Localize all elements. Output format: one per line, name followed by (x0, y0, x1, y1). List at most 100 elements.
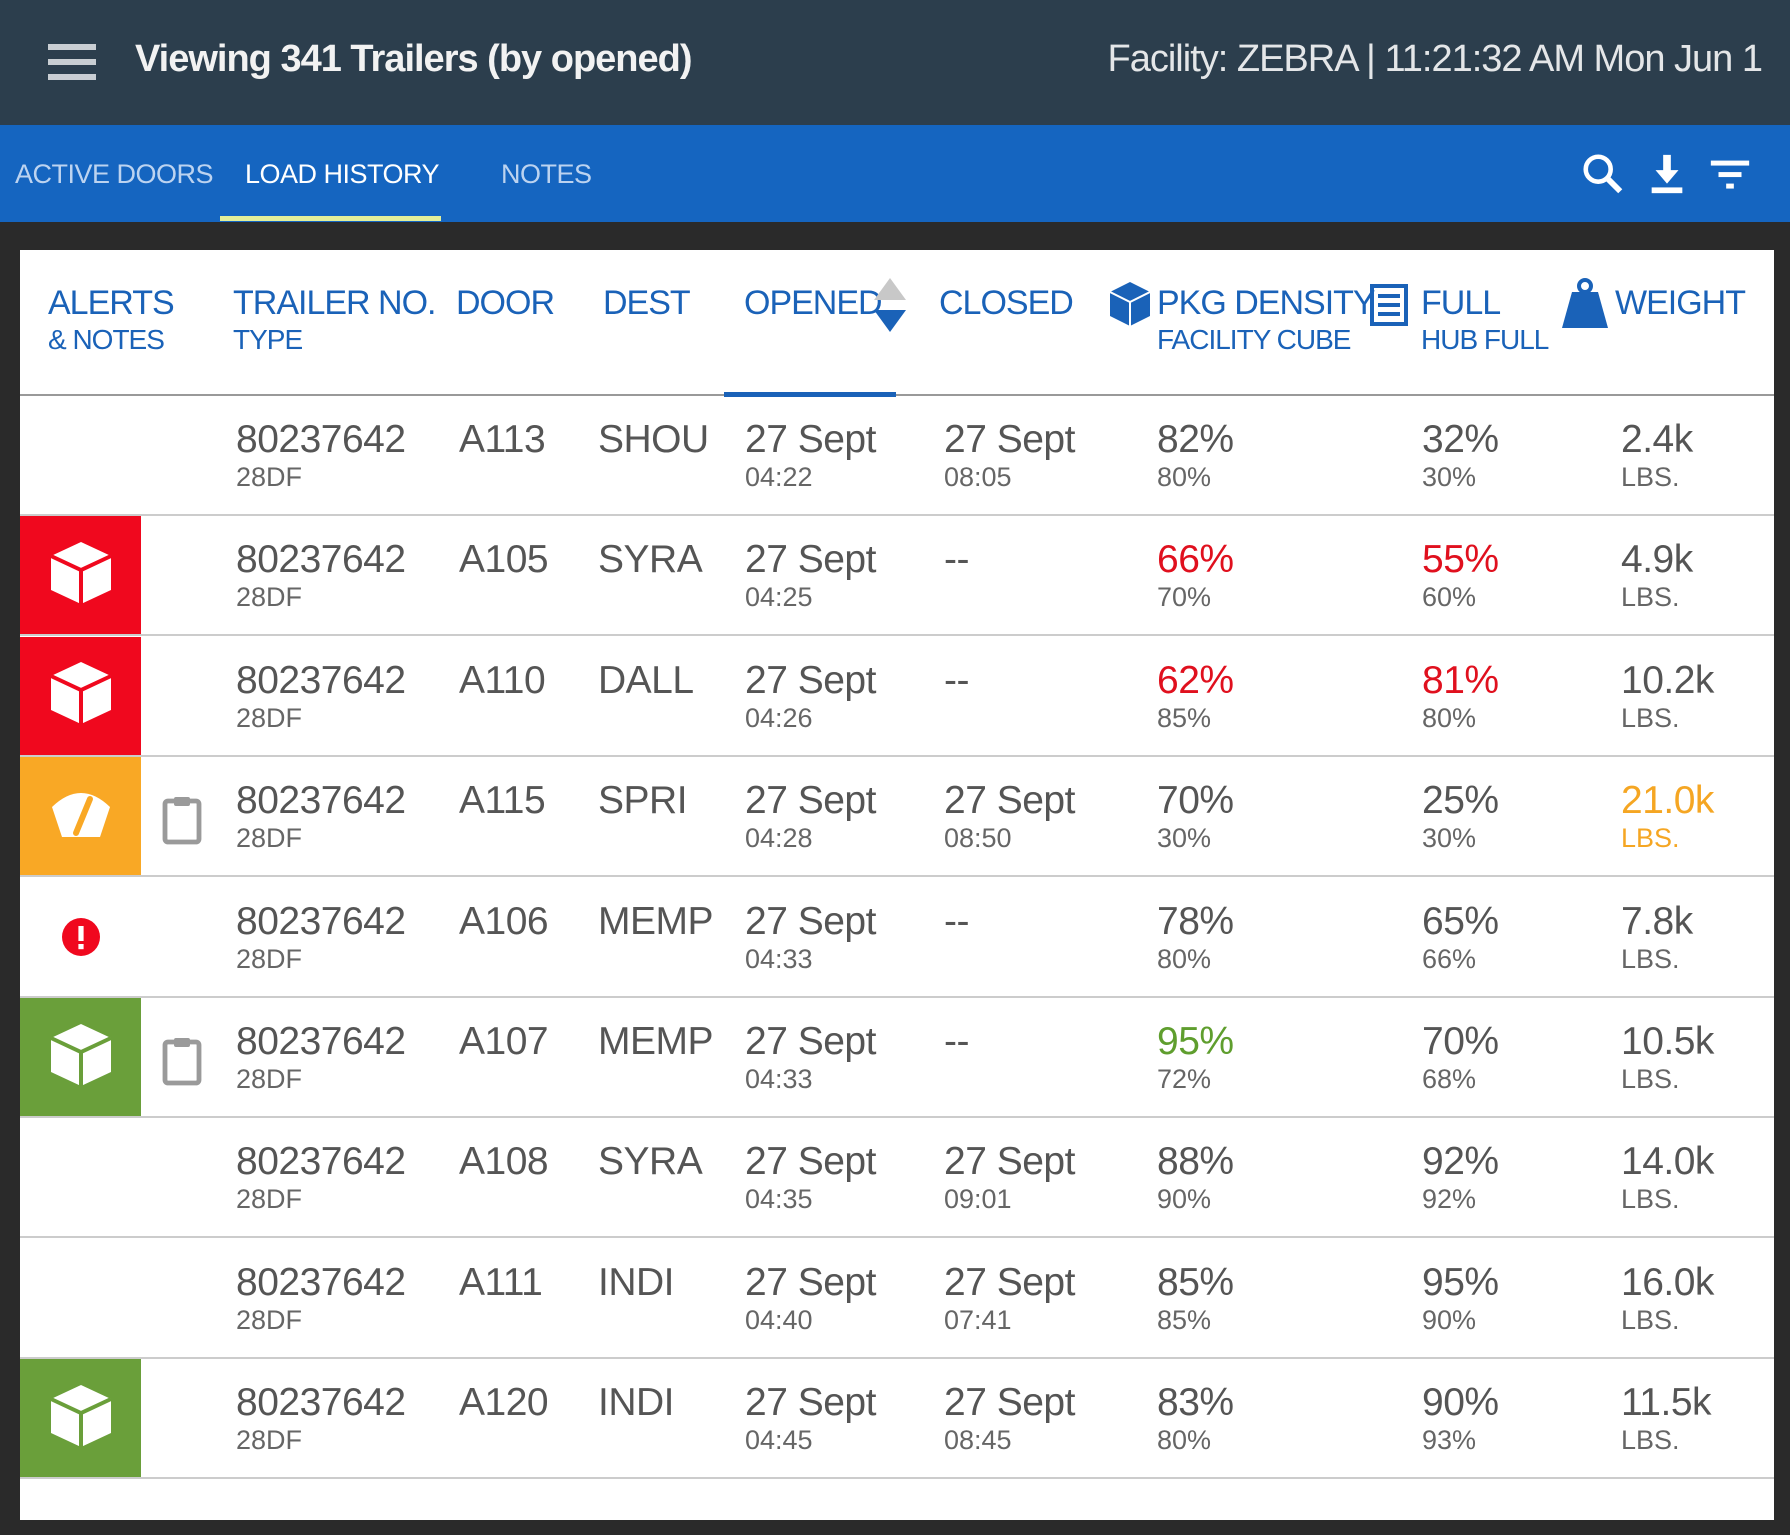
table-row[interactable]: 80237642 28DF A110 DALL 27 Sept 04:26 --… (20, 636, 1774, 757)
full: 92% (1422, 1140, 1499, 1184)
col-trailer[interactable]: TRAILER NO. (233, 284, 436, 322)
col-door[interactable]: DOOR (456, 284, 555, 322)
weight-unit: LBS. (1621, 1184, 1680, 1215)
trailer-number: 80237642 (236, 899, 406, 943)
closed-date: 27 Sept (944, 1260, 1075, 1304)
full: 55% (1422, 538, 1499, 582)
opened-time: 04:45 (745, 1425, 813, 1456)
col-alerts[interactable]: ALERTS (48, 284, 175, 322)
closed-date: -- (944, 658, 969, 702)
col-dest[interactable]: DEST (603, 284, 691, 322)
tab-notes[interactable]: NOTES (501, 159, 592, 189)
filter-icon[interactable] (1707, 151, 1753, 197)
door: A108 (459, 1140, 549, 1184)
closed-date: 27 Sept (944, 779, 1075, 823)
hub-full: 66% (1422, 943, 1477, 974)
sort-descending-icon[interactable] (872, 278, 908, 332)
weight-unit: LBS. (1621, 582, 1680, 613)
trailer-type: 28DF (236, 582, 303, 613)
weight-unit: LBS. (1621, 1064, 1680, 1094)
table-row[interactable]: 80237642 28DF A107 MEMP 27 Sept 04:33 --… (20, 998, 1774, 1118)
opened-date: 27 Sept (745, 1260, 876, 1304)
trailer-type: 28DF (236, 702, 303, 733)
destination: INDI (598, 1260, 675, 1304)
hub-full: 68% (1422, 1064, 1477, 1094)
closed-date: -- (944, 899, 969, 943)
good-density-alert[interactable] (20, 998, 141, 1116)
trailer-number: 80237642 (236, 1260, 406, 1304)
exclamation-icon (61, 917, 100, 956)
trailer-type: 28DF (236, 1425, 303, 1456)
opened-date: 27 Sept (745, 1381, 876, 1425)
pkg-density: 85% (1157, 1260, 1234, 1304)
table-row[interactable]: 80237642 28DF A113 SHOU 27 Sept 04:22 27… (20, 396, 1774, 516)
opened-date: 27 Sept (745, 1020, 876, 1063)
weight: 11.5k (1621, 1381, 1712, 1425)
opened-time: 04:22 (745, 462, 813, 492)
facility-cube: 80% (1157, 943, 1212, 974)
destination: SYRA (598, 538, 703, 582)
col-weight[interactable]: WEIGHT (1615, 284, 1746, 322)
tab-active-doors[interactable]: ACTIVE DOORS (15, 159, 214, 189)
opened-time: 04:26 (745, 702, 813, 733)
weight: 7.8k (1621, 899, 1693, 943)
weight: 10.2k (1621, 658, 1714, 702)
table-row[interactable]: 80237642 28DF A105 SYRA 27 Sept 04:25 --… (20, 516, 1774, 637)
hub-full: 30% (1422, 462, 1477, 492)
door: A120 (459, 1381, 549, 1425)
table-header: ALERTS & NOTES TRAILER NO. TYPE DOOR DES… (20, 250, 1774, 397)
pkg-density: 70% (1157, 779, 1234, 823)
door: A113 (459, 418, 546, 461)
weight-unit: LBS. (1621, 823, 1680, 854)
weight-unit: LBS. (1621, 943, 1680, 974)
opened-time: 04:28 (745, 823, 813, 854)
overweight-alert[interactable] (20, 757, 141, 876)
hub-full: 60% (1422, 582, 1477, 613)
page-title: Viewing 341 Trailers (by opened) (135, 38, 692, 80)
hamburger-menu-icon[interactable] (48, 44, 96, 80)
pkg-density: 95% (1157, 1020, 1234, 1063)
destination: DALL (598, 658, 694, 702)
table-row[interactable]: 80237642 28DF A108 SYRA 27 Sept 04:35 27… (20, 1118, 1774, 1239)
destination: SYRA (598, 1140, 703, 1184)
trailer-type: 28DF (236, 943, 303, 974)
weight: 14.0k (1621, 1140, 1714, 1184)
clipboard-note-icon[interactable] (162, 793, 202, 845)
table-row[interactable]: 80237642 28DF A120 INDI 27 Sept 04:45 27… (20, 1359, 1774, 1480)
opened-date: 27 Sept (745, 1140, 876, 1184)
trailer-type: 28DF (236, 1064, 303, 1094)
warning-alert[interactable] (20, 878, 141, 996)
trailer-type: 28DF (236, 1304, 303, 1335)
weight-unit: LBS. (1621, 1304, 1680, 1335)
full: 81% (1422, 658, 1499, 702)
facility-cube: 30% (1157, 823, 1212, 854)
opened-date: 27 Sept (745, 418, 876, 461)
table-row[interactable]: 80237642 28DF A106 MEMP 27 Sept 04:33 --… (20, 878, 1774, 998)
destination: SHOU (598, 418, 709, 461)
trailer-number: 80237642 (236, 1020, 406, 1063)
table-row[interactable]: 80237642 28DF A111 INDI 27 Sept 04:40 27… (20, 1239, 1774, 1359)
opened-date: 27 Sept (745, 658, 876, 702)
door: A111 (459, 1260, 543, 1304)
closed-date: 27 Sept (944, 1140, 1075, 1184)
col-full[interactable]: FULL (1421, 284, 1501, 322)
tab-load-history[interactable]: LOAD HISTORY (245, 159, 440, 189)
low-density-alert[interactable] (20, 636, 141, 755)
clipboard-note-icon[interactable] (162, 1034, 202, 1086)
tab-bar: ACTIVE DOORS LOAD HISTORY NOTES (0, 125, 1790, 222)
weight-unit: LBS. (1621, 1425, 1680, 1456)
table-row[interactable]: 80237642 28DF A115 SPRI 27 Sept 04:28 27… (20, 757, 1774, 878)
search-icon[interactable] (1580, 151, 1626, 197)
opened-time: 04:25 (745, 582, 813, 613)
col-closed[interactable]: CLOSED (939, 284, 1074, 322)
active-tab-indicator (220, 216, 441, 221)
closed-time: 08:50 (944, 823, 1012, 854)
trailer-number: 80237642 (236, 538, 406, 582)
download-icon[interactable] (1644, 151, 1690, 197)
package-icon (49, 660, 113, 731)
col-opened[interactable]: OPENED (744, 284, 883, 322)
good-density-alert[interactable] (20, 1359, 141, 1478)
col-pkg-density[interactable]: PKG DENSITY (1157, 284, 1376, 322)
low-density-alert[interactable] (20, 516, 141, 635)
full: 90% (1422, 1381, 1499, 1425)
